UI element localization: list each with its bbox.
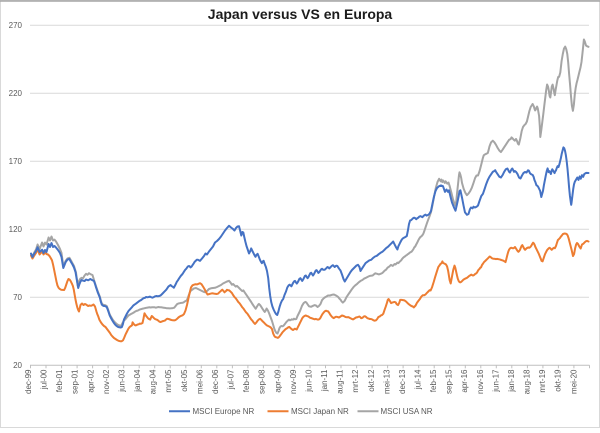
svg-text:20: 20 (13, 361, 22, 370)
svg-text:jun-17: jun-17 (491, 369, 500, 393)
svg-text:jul-07: jul-07 (227, 369, 236, 390)
svg-text:okt-19: okt-19 (554, 369, 563, 392)
svg-text:feb-15: feb-15 (429, 369, 438, 392)
svg-text:nov-09: nov-09 (289, 369, 298, 394)
svg-text:feb-08: feb-08 (242, 369, 251, 392)
svg-text:dec-06: dec-06 (211, 369, 220, 394)
svg-text:MSCI USA NR: MSCI USA NR (381, 407, 433, 416)
svg-text:MSCI Europe NR: MSCI Europe NR (193, 407, 255, 416)
svg-text:apr-16: apr-16 (460, 369, 469, 393)
svg-text:sep-01: sep-01 (71, 369, 80, 394)
svg-text:jul-14: jul-14 (414, 369, 423, 390)
svg-text:mei-13: mei-13 (382, 369, 391, 394)
svg-text:70: 70 (13, 293, 22, 302)
svg-text:aug-18: aug-18 (523, 369, 532, 394)
svg-text:jan-04: jan-04 (133, 369, 142, 393)
svg-text:jan-11: jan-11 (320, 369, 329, 392)
svg-text:nov-02: nov-02 (102, 369, 111, 394)
svg-text:apr-09: apr-09 (273, 369, 282, 393)
svg-text:MSCI Japan NR: MSCI Japan NR (291, 407, 349, 416)
svg-text:mei-06: mei-06 (195, 369, 204, 394)
svg-text:mrt-12: mrt-12 (351, 369, 360, 393)
svg-text:mrt-05: mrt-05 (164, 369, 173, 393)
svg-text:jun-10: jun-10 (304, 369, 313, 393)
svg-text:apr-02: apr-02 (86, 369, 95, 393)
svg-text:170: 170 (9, 157, 23, 166)
svg-text:dec-13: dec-13 (398, 369, 407, 394)
svg-text:aug-11: aug-11 (336, 369, 345, 394)
svg-text:feb-01: feb-01 (55, 369, 64, 392)
svg-text:okt-12: okt-12 (367, 369, 376, 392)
svg-text:nov-16: nov-16 (476, 369, 485, 394)
svg-text:mei-20: mei-20 (569, 369, 578, 394)
svg-text:dec-99: dec-99 (24, 369, 33, 394)
svg-text:120: 120 (9, 225, 23, 234)
svg-text:jun-03: jun-03 (118, 369, 127, 393)
svg-text:jul-00: jul-00 (40, 369, 49, 390)
svg-text:sep-08: sep-08 (258, 369, 267, 394)
svg-text:mrt-19: mrt-19 (538, 369, 547, 393)
svg-text:220: 220 (9, 89, 23, 98)
svg-text:jan-18: jan-18 (507, 369, 516, 393)
svg-text:okt-05: okt-05 (180, 369, 189, 392)
svg-text:aug-04: aug-04 (149, 369, 158, 394)
svg-text:sep-15: sep-15 (445, 369, 454, 394)
svg-text:270: 270 (9, 21, 23, 30)
svg-text:Japan versus VS en Europa: Japan versus VS en Europa (208, 6, 393, 22)
